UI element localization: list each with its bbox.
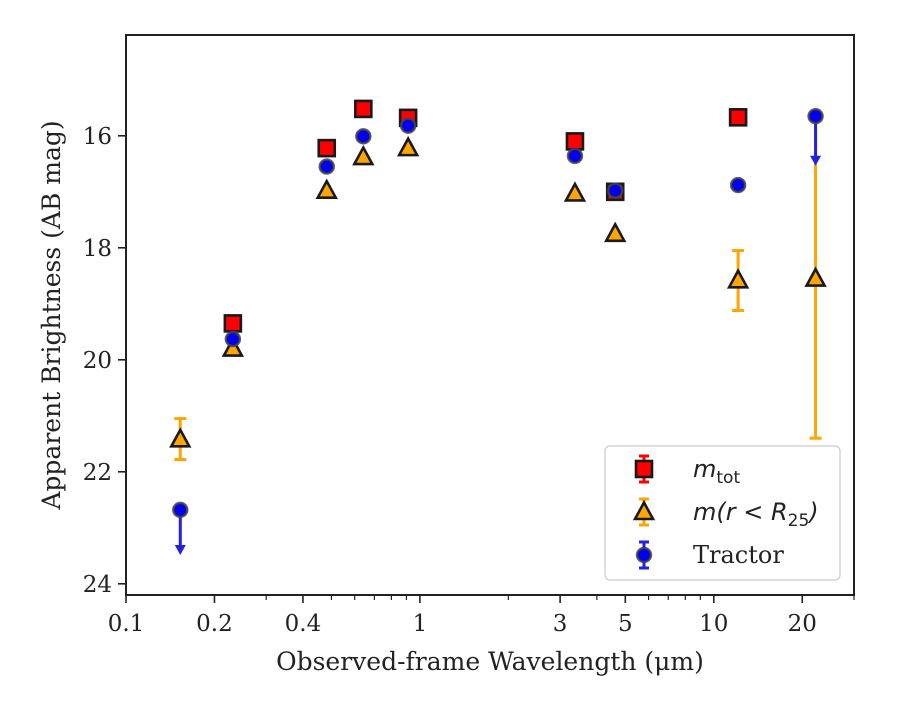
legend: mtot m(r < R25) Tractor [604,445,841,581]
data-point-circle [807,107,824,125]
legend-label: m(r < R25) [693,498,819,531]
data-point-square [728,108,748,127]
y-tick-label: 22 [83,460,112,486]
data-point-triangle [169,427,192,448]
x-axis-label: Observed-frame Wavelength (μm) [276,647,704,676]
data-point-circle [607,182,624,199]
data-point-triangle [352,144,375,166]
data-point-circle [399,117,417,134]
data-point-triangle [563,181,587,202]
legend-marker-circle [635,546,653,564]
legend-entry: m(r < R25) [632,497,819,531]
legend-frame [604,445,841,581]
legend-marker-triangle [632,499,656,521]
y-tick-label: 20 [83,348,112,374]
data-point-square [565,132,585,151]
data-point-circle [318,158,335,175]
x-tick-label: 0.4 [285,611,322,637]
data-point-triangle [726,268,750,289]
series-circle [172,107,824,555]
legend-entry: mtot [634,454,740,488]
y-tick-label: 24 [83,572,112,598]
data-point-square [354,99,373,119]
data-point-triangle [804,266,827,287]
data-point-square [317,138,337,158]
data-point-triangle [315,178,338,199]
x-tick-label: 3 [553,611,568,637]
y-tick-label: 18 [83,236,112,262]
data-point-circle [355,128,372,145]
legend-entry: Tractor [635,540,784,570]
legend-label: mtot [693,455,740,488]
y-tick-label: 16 [83,124,112,150]
legend-label: Tractor [693,541,784,569]
x-tick-label: 10 [699,611,728,637]
x-tick-label: 0.1 [108,611,145,637]
plot-frame [125,34,855,596]
data-point-circle [172,501,189,519]
x-tick-label: 20 [788,611,817,637]
x-tick-label: 5 [618,611,633,637]
upper-limit-arrowhead [174,545,186,555]
y-axis-label: Apparent Brightness (AB mag) [37,120,66,510]
x-tick-label: 1 [413,611,428,637]
data-point-circle [224,330,242,348]
data-point-square [223,314,243,333]
legend-marker-square [634,459,654,479]
data-point-circle [566,147,584,165]
data-point-triangle [221,336,245,357]
data-point-triangle [604,221,627,243]
x-tick-label: 0.2 [196,611,233,637]
series-triangle [169,117,827,461]
data-point-triangle [396,135,420,157]
upper-limit-arrowhead [810,155,822,166]
data-point-circle [729,176,747,194]
